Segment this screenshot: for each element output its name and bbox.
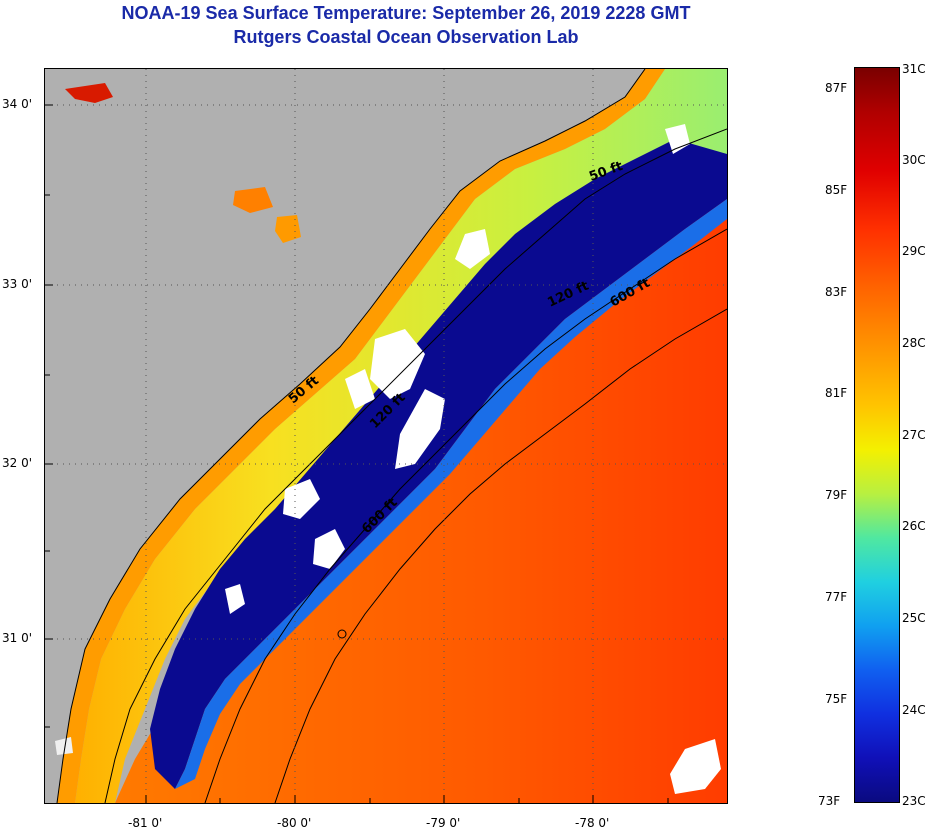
colorbar-label-75f: 75F — [825, 692, 848, 706]
isobath-lines — [104, 128, 727, 803]
colorbar-label-87f: 87F — [825, 81, 848, 95]
colorbar-label-25c: 25C — [902, 611, 926, 625]
lon-label-80: -80 0' — [277, 816, 312, 830]
cold-water-core — [150, 139, 727, 789]
lat-label-34: 34 0' — [2, 97, 33, 111]
frame-ticks — [45, 104, 669, 803]
lon-label-79: -79 0' — [426, 816, 461, 830]
lat-label-31: 31 0' — [2, 631, 33, 645]
colorbar-label-24c: 24C — [902, 703, 926, 717]
title-line-2: Rutgers Coastal Ocean Observation Lab — [233, 27, 579, 47]
temperature-colorbar — [854, 67, 900, 803]
lon-label-81: -81 0' — [128, 816, 163, 830]
lat-label-33: 33 0' — [2, 277, 33, 291]
colorbar-label-27c: 27C — [902, 428, 926, 442]
colorbar-label-29c: 29C — [902, 244, 926, 258]
colorbar-label-85f: 85F — [825, 183, 848, 197]
sst-map-canvas: 50 ft 120 ft 600 ft 50 ft 120 ft 600 ft — [45, 69, 727, 803]
colorbar-label-73f: 73F — [818, 794, 841, 808]
isobath-600ft — [274, 308, 727, 803]
isobath-120ft — [204, 228, 727, 803]
colorbar-label-77f: 77F — [825, 590, 848, 604]
colorbar-label-31c: 31C — [902, 62, 926, 76]
station-marker — [337, 629, 347, 639]
isobath-50ft — [104, 128, 727, 803]
colorbar-label-30c: 30C — [902, 153, 926, 167]
inland-water-bodies — [55, 83, 301, 755]
colorbar-label-28c: 28C — [902, 336, 926, 350]
sst-map: 50 ft 120 ft 600 ft 50 ft 120 ft 600 ft — [44, 68, 728, 804]
colorbar-label-26c: 26C — [902, 519, 926, 533]
graticule — [45, 69, 727, 803]
coastline — [56, 69, 646, 803]
colorbar-label-79f: 79F — [825, 488, 848, 502]
colorbar-label-23c: 23C — [902, 794, 926, 808]
lon-label-78: -78 0' — [575, 816, 610, 830]
lat-label-32: 32 0' — [2, 456, 33, 470]
cold-water-fringe — [175, 199, 727, 789]
cloud-patches — [225, 124, 721, 794]
colorbar-label-81f: 81F — [825, 386, 848, 400]
title-line-1: NOAA-19 Sea Surface Temperature: Septemb… — [121, 3, 691, 23]
colorbar-label-83f: 83F — [825, 285, 848, 299]
